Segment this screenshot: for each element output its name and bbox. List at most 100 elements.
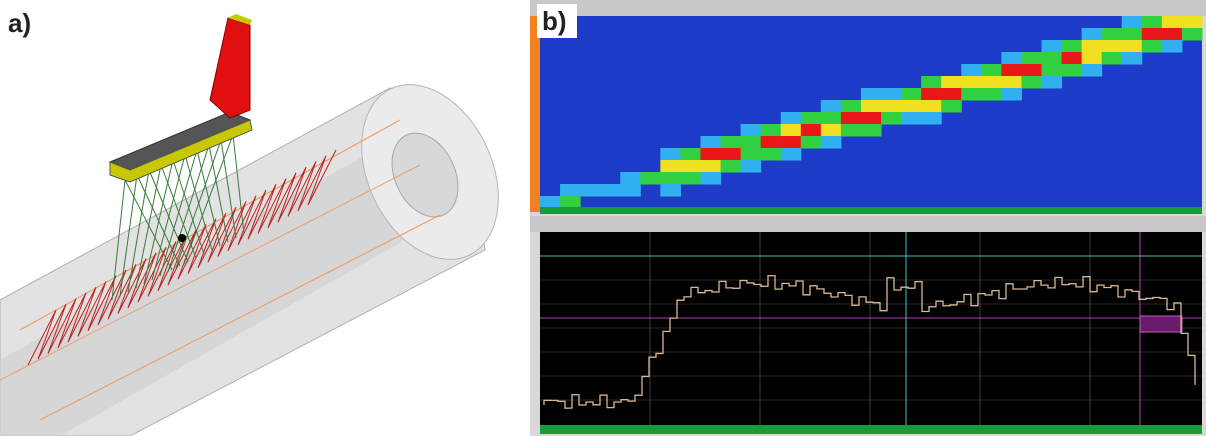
heat-cell: [1042, 76, 1063, 89]
heat-cell: [841, 124, 862, 137]
heat-cell: [560, 196, 581, 209]
heat-cell: [801, 124, 822, 137]
title-bar: [530, 216, 1206, 232]
heat-cell: [1122, 16, 1143, 29]
heat-cell: [921, 76, 942, 89]
heat-cell: [961, 76, 982, 89]
trace-area: [540, 232, 1202, 425]
heat-cell: [1142, 28, 1163, 41]
heat-cell: [741, 160, 762, 173]
panel-b: b): [530, 0, 1206, 436]
heat-cell: [620, 184, 641, 197]
heat-cell: [660, 148, 681, 161]
heat-cell: [1082, 52, 1103, 65]
side-scale: [530, 16, 540, 212]
panel-a: a): [0, 8, 525, 436]
probe-top: [110, 112, 250, 170]
heat-cell: [921, 112, 942, 125]
heat-cell: [660, 160, 681, 173]
heat-cell: [821, 100, 842, 113]
heat-cell: [841, 100, 862, 113]
heat-cell: [1001, 52, 1022, 65]
heat-cell: [1042, 64, 1063, 77]
heat-cell: [921, 100, 942, 113]
heat-cell: [861, 124, 882, 137]
heat-cell: [721, 148, 742, 161]
panel-label: a): [8, 8, 31, 38]
heat-cell: [781, 148, 802, 161]
heat-cell: [981, 76, 1002, 89]
heat-cell: [620, 172, 641, 185]
heat-cell: [981, 64, 1002, 77]
heat-cell: [1001, 76, 1022, 89]
heat-cell: [1082, 64, 1103, 77]
heat-cell: [1102, 40, 1123, 53]
page: a) b) (() => { const data = JSON.parse(d…: [0, 0, 1206, 436]
heat-cell: [1122, 40, 1143, 53]
heat-cell: [941, 88, 962, 101]
heat-cell: [540, 196, 561, 209]
heat-cell: [901, 100, 922, 113]
heat-cell: [1122, 28, 1143, 41]
heat-cell: [1021, 52, 1042, 65]
heat-cell: [1102, 52, 1123, 65]
heat-cell: [761, 148, 782, 161]
heat-cell: [1162, 28, 1183, 41]
heat-cell: [660, 172, 681, 185]
title-bar: [530, 0, 1206, 16]
heat-cell: [560, 184, 581, 197]
heat-cell: [901, 88, 922, 101]
heat-cell: [821, 124, 842, 137]
heat-cell: [1042, 52, 1063, 65]
heat-cell: [801, 112, 822, 125]
panel-label: b): [542, 6, 567, 36]
heat-cell: [961, 88, 982, 101]
heat-cell: [761, 124, 782, 137]
heat-cell: [1001, 88, 1022, 101]
heat-cell: [1001, 64, 1022, 77]
focal-point: [178, 234, 186, 242]
heat-cell: [700, 136, 721, 149]
heat-cell: [741, 148, 762, 161]
heat-cell: [1182, 16, 1203, 29]
heat-cell: [981, 88, 1002, 101]
heat-cell: [921, 88, 942, 101]
heat-cell: [1102, 28, 1123, 41]
heat-cell: [821, 112, 842, 125]
heat-cell: [1142, 40, 1163, 53]
heat-cell: [861, 112, 882, 125]
heat-cell: [680, 172, 701, 185]
heat-cell: [1182, 28, 1203, 41]
heat-cell: [941, 100, 962, 113]
heat-cell: [1162, 40, 1183, 53]
heat-cell: [660, 184, 681, 197]
heat-cell: [741, 136, 762, 149]
heat-cell: [781, 124, 802, 137]
heat-cell: [901, 112, 922, 125]
heat-cell: [781, 136, 802, 149]
heat-cell: [1062, 40, 1083, 53]
heat-cell: [1082, 40, 1103, 53]
heat-cell: [781, 112, 802, 125]
heat-cell: [881, 88, 902, 101]
probe-wedge: [110, 120, 252, 182]
heat-cell: [580, 184, 601, 197]
heat-cell: [640, 172, 661, 185]
heat-cell: [961, 64, 982, 77]
scale-bar: [540, 207, 1202, 214]
heat-cell: [881, 100, 902, 113]
heat-cell: [700, 160, 721, 173]
heat-cell: [1062, 64, 1083, 77]
heat-cell: [1162, 16, 1183, 29]
heat-cell: [700, 148, 721, 161]
heat-cell: [761, 136, 782, 149]
heat-cell: [941, 76, 962, 89]
probe-handle: [210, 18, 250, 118]
heat-cell: [861, 88, 882, 101]
heat-cell: [721, 136, 742, 149]
heat-cell: [1021, 64, 1042, 77]
figure: a) b): [0, 0, 1206, 436]
heat-cell: [881, 112, 902, 125]
heat-cell: [1062, 52, 1083, 65]
heat-cell: [600, 184, 621, 197]
